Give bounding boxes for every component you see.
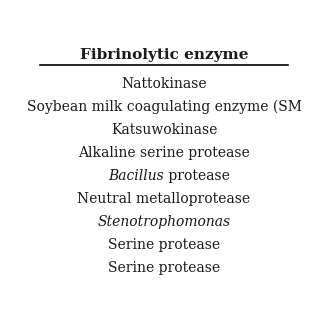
Text: Alkaline serine protease: Alkaline serine protease	[78, 146, 250, 160]
Text: Serine protease: Serine protease	[108, 261, 220, 275]
Text: Serine protease: Serine protease	[108, 238, 220, 252]
Text: Soybean milk coagulating enzyme (SM: Soybean milk coagulating enzyme (SM	[27, 100, 301, 114]
Text: Fibrinolytic enzyme: Fibrinolytic enzyme	[80, 48, 248, 62]
Text: Bacillus: Bacillus	[108, 169, 164, 183]
Text: Stenotrophomonas: Stenotrophomonas	[97, 215, 231, 229]
Text: Neutral metalloprotease: Neutral metalloprotease	[77, 192, 251, 206]
Text: Nattokinase: Nattokinase	[121, 77, 207, 91]
Text: protease: protease	[164, 169, 230, 183]
Text: Katsuwokinase: Katsuwokinase	[111, 123, 217, 137]
